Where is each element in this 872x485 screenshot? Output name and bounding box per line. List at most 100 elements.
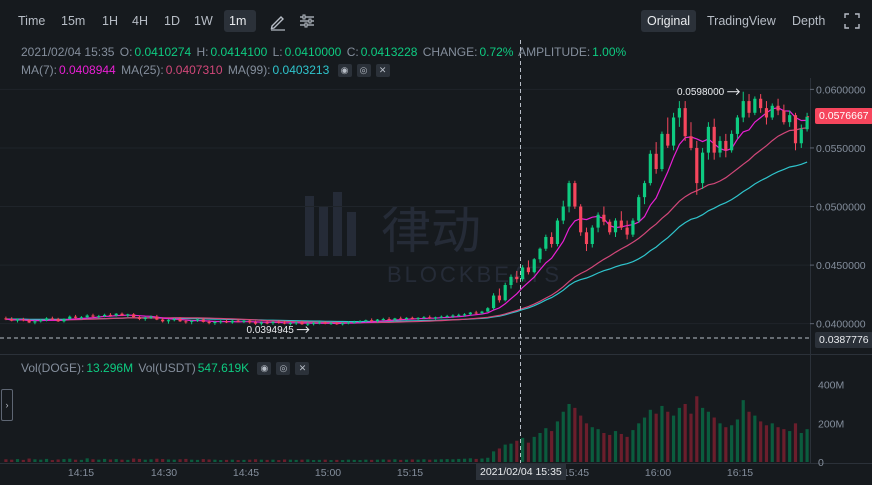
ma99-value: 0.0403213 — [272, 63, 330, 77]
volume-bar — [445, 459, 449, 462]
candle-body — [625, 227, 629, 235]
candle-body — [172, 318, 176, 321]
interval-1d[interactable]: 1D — [164, 14, 180, 28]
time-tick-label: 14:15 — [68, 467, 94, 479]
volume-bar — [50, 460, 54, 462]
time-tick-label: 16:00 — [645, 467, 671, 479]
interval-4h[interactable]: 4H — [132, 14, 148, 28]
volume-bar — [195, 459, 200, 462]
candle-body — [312, 323, 316, 325]
low-label: L: — [272, 45, 283, 59]
candle-body — [567, 183, 571, 207]
volume-bar — [149, 459, 153, 462]
volume-bar — [230, 459, 234, 462]
volume-bar — [103, 458, 107, 462]
candle-body — [352, 321, 356, 323]
volume-bar — [770, 423, 774, 462]
view-original[interactable]: Original — [641, 10, 697, 32]
volume-bar — [602, 433, 606, 462]
settings-sliders-icon[interactable] — [297, 11, 317, 31]
interval-15m[interactable]: 15m — [61, 14, 86, 28]
volume-bar — [236, 460, 240, 462]
interval-1m[interactable]: 1m — [224, 10, 256, 32]
volume-bar — [433, 459, 438, 462]
volume-bar — [718, 423, 722, 462]
candle-body — [666, 133, 670, 146]
candle-body — [381, 318, 385, 320]
collapse-handle[interactable]: › — [1, 389, 13, 421]
candle-body — [718, 140, 722, 153]
candle-body — [68, 316, 72, 319]
volume-bar — [317, 459, 322, 462]
volume-bar — [44, 458, 49, 462]
candle-body — [700, 152, 705, 184]
open-label: O: — [119, 45, 133, 59]
candle-body — [608, 221, 612, 233]
candle-body — [509, 276, 513, 286]
volume-bar — [259, 459, 263, 462]
candle-body — [155, 316, 159, 320]
ma-eye-icon[interactable]: ◉ — [337, 64, 352, 78]
close-label: C: — [346, 45, 359, 59]
candle-body — [730, 133, 734, 151]
candle-body — [793, 115, 798, 144]
vol-settings-icon[interactable]: ◎ — [276, 362, 291, 376]
ma99-line — [5, 161, 808, 323]
ma25-value: 0.0407310 — [165, 63, 223, 77]
candle-body — [137, 317, 142, 319]
candle-body — [44, 318, 49, 321]
draw-pencil-icon[interactable] — [268, 11, 288, 31]
volume-bar — [555, 421, 560, 462]
vol-eye-icon[interactable]: ◉ — [257, 362, 272, 376]
info-datetime: 2021/02/04 15:35 — [21, 45, 115, 59]
volume-bar — [242, 459, 246, 462]
candle-body — [503, 285, 507, 301]
candle-body — [532, 259, 536, 273]
candle-body — [85, 315, 89, 318]
candle-body — [428, 317, 432, 319]
volume-bar — [207, 459, 211, 462]
volume-bar — [526, 442, 531, 462]
interval-1w[interactable]: 1W — [194, 14, 213, 28]
volume-bar — [486, 457, 490, 462]
candle-body — [346, 322, 351, 324]
volume-bar — [468, 458, 472, 462]
ma-close-icon[interactable]: ✕ — [375, 64, 390, 78]
volume-bar — [625, 436, 629, 462]
view-tradingview[interactable]: TradingView — [707, 14, 776, 28]
fullscreen-icon[interactable] — [842, 11, 862, 31]
candle-body — [799, 129, 803, 144]
crosshair-time-tag: 2021/02/04 15:35 — [476, 464, 566, 480]
candle-body — [544, 236, 548, 249]
low-value: 0.0410000 — [284, 45, 342, 59]
price-tick-label: 0.0500000 — [816, 202, 866, 214]
interval-time[interactable]: Time — [18, 14, 46, 28]
candle-body — [637, 197, 641, 221]
candle-body — [433, 317, 438, 319]
volume-bar — [509, 443, 513, 462]
candle-body — [648, 153, 652, 184]
interval-1h[interactable]: 1H — [102, 14, 118, 28]
volume-bar — [706, 411, 710, 462]
vol-usdt-label: Vol(USDT) — [138, 361, 196, 375]
candle-body — [10, 318, 14, 321]
high-value: 0.0414100 — [210, 45, 268, 59]
ma-settings-icon[interactable]: ◎ — [356, 64, 371, 78]
volume-bar — [730, 425, 734, 462]
high-label: H: — [196, 45, 209, 59]
vol-close-icon[interactable]: ✕ — [295, 362, 310, 376]
volume-bar — [666, 411, 670, 462]
volume-bar — [143, 459, 147, 462]
volume-bar — [584, 423, 589, 462]
volume-bar — [341, 460, 345, 462]
volume-bar — [759, 421, 763, 462]
volume-bar — [335, 459, 339, 462]
candle-body — [579, 206, 583, 233]
ma7-value: 0.0408944 — [59, 63, 116, 77]
candle-body — [207, 321, 211, 324]
volume-bar — [15, 459, 20, 462]
candle-body — [120, 313, 124, 316]
view-depth[interactable]: Depth — [792, 14, 826, 28]
candle-body — [4, 318, 8, 320]
